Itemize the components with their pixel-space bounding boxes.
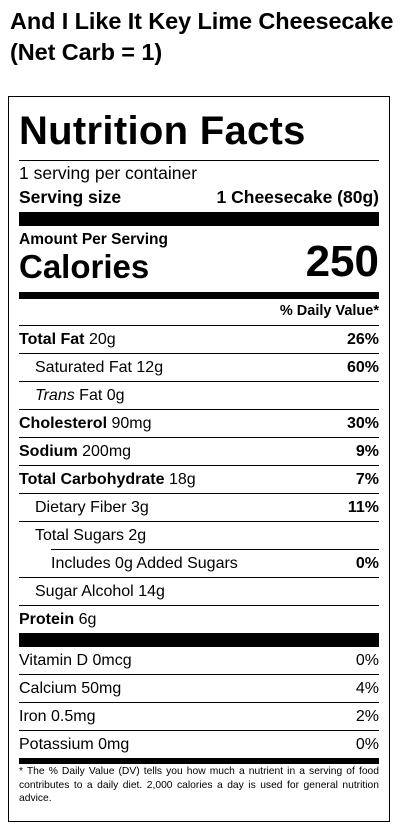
daily-value-footnote: * The % Daily Value (DV) tells you how m… <box>19 766 379 804</box>
thick-divider <box>19 212 379 226</box>
nutrient-row-sugar-alcohol: Sugar Alcohol 14g <box>19 578 379 605</box>
divider <box>19 605 379 606</box>
divider <box>19 730 379 731</box>
nutrient-name: Total Sugars <box>35 526 124 544</box>
daily-value-header: % Daily Value* <box>279 303 379 319</box>
nutrient-dv: 60% <box>346 358 379 376</box>
thick-divider <box>19 633 379 647</box>
divider <box>19 353 379 354</box>
divider <box>19 437 379 438</box>
nutrient-row-protein: Protein 6g <box>19 606 379 633</box>
serving-size-value: 1 Cheesecake (80g) <box>216 187 379 207</box>
nutrient-dv: 0% <box>355 554 379 572</box>
nutrient-name: Includes 0g Added Sugars <box>51 554 238 572</box>
divider <box>19 493 379 494</box>
nutrient-amount: 3g <box>131 498 149 516</box>
vitamin-row-potassium: Potassium 0mg 0% <box>19 731 379 758</box>
nutrient-row-sodium: Sodium 200mg 9% <box>19 438 379 465</box>
vitamin-dv: 0% <box>355 735 379 753</box>
nutrient-name: Saturated Fat <box>35 358 132 376</box>
divider <box>19 521 379 522</box>
vitamin-name: Vitamin D 0mcg <box>19 651 132 669</box>
serving-size-row: Serving size 1 Cheesecake (80g) <box>19 187 379 208</box>
nutrient-row-saturated-fat: Saturated Fat 12g 60% <box>19 354 379 381</box>
vitamin-dv: 4% <box>355 679 379 697</box>
vitamin-row-calcium: Calcium 50mg 4% <box>19 675 379 702</box>
nutrient-name: Sugar Alcohol <box>35 582 134 600</box>
nutrient-amount: 18g <box>168 470 196 488</box>
medium-divider <box>19 758 379 764</box>
calories-value: 250 <box>305 237 379 286</box>
nutrient-dv: 30% <box>346 414 379 432</box>
vitamin-dv: 0% <box>355 651 379 669</box>
divider <box>19 465 379 466</box>
nutrient-row-total-sugars: Total Sugars 2g <box>19 522 379 549</box>
nutrient-name: Sodium <box>19 442 78 460</box>
vitamin-row-iron: Iron 0.5mg 2% <box>19 703 379 730</box>
nutrient-row-dietary-fiber: Dietary Fiber 3g 11% <box>19 494 379 521</box>
vitamin-name: Potassium 0mg <box>19 735 130 753</box>
nutrient-dv: 11% <box>347 498 379 516</box>
nutrient-name: Dietary Fiber <box>35 498 127 516</box>
nutrient-row-cholesterol: Cholesterol 90mg 30% <box>19 410 379 437</box>
nutrition-facts-heading: Nutrition Facts <box>19 109 306 153</box>
nutrient-name: Trans <box>35 386 75 404</box>
nutrient-amount: 20g <box>88 330 116 348</box>
amount-per-serving: Amount Per Serving <box>19 231 168 248</box>
vitamin-name: Iron 0.5mg <box>19 707 96 725</box>
divider <box>19 160 379 161</box>
nutrient-row-added-sugars: Includes 0g Added Sugars 0% <box>19 550 379 577</box>
nutrient-amount: 2g <box>128 526 147 544</box>
nutrient-amount: 6g <box>78 610 97 628</box>
nutrient-amount: 200mg <box>82 442 132 460</box>
vitamin-name: Calcium 50mg <box>19 679 122 697</box>
nutrient-amount: 90mg <box>111 414 152 432</box>
nutrient-row-total-carbohydrate: Total Carbohydrate 18g 7% <box>19 466 379 493</box>
servings-per-container: 1 serving per container <box>19 163 198 183</box>
divider <box>51 549 379 550</box>
divider <box>19 381 379 382</box>
nutrient-dv: 26% <box>346 330 379 348</box>
calories-label: Calories <box>19 248 150 285</box>
divider <box>19 409 379 410</box>
nutrient-dv: 7% <box>355 470 379 488</box>
nutrient-name-suffix: Fat <box>79 386 103 404</box>
serving-size-label: Serving size <box>19 187 122 207</box>
vitamin-row-vitamin-d: Vitamin D 0mcg 0% <box>19 647 379 674</box>
nutrient-name: Total Fat <box>19 330 85 348</box>
divider <box>19 674 379 675</box>
divider <box>19 325 379 326</box>
nutrient-amount: 14g <box>138 582 165 600</box>
nutrition-label: Nutrition Facts 1 serving per container … <box>8 96 390 822</box>
divider <box>19 702 379 703</box>
nutrient-name: Total Carbohydrate <box>19 470 165 488</box>
product-title: And I Like It Key Lime Cheesecake (Net C… <box>10 8 394 65</box>
nutrient-amount: 0g <box>106 386 125 404</box>
nutrient-row-trans-fat: Trans Fat 0g <box>19 382 379 409</box>
nutrient-name: Protein <box>19 610 75 628</box>
divider <box>19 577 379 578</box>
nutrient-dv: 9% <box>355 442 379 460</box>
nutrient-row-total-fat: Total Fat 20g 26% <box>19 326 379 353</box>
nutrient-name: Cholesterol <box>19 414 108 432</box>
vitamin-dv: 2% <box>355 707 379 725</box>
medium-divider <box>19 292 379 299</box>
nutrient-amount: 12g <box>136 358 164 376</box>
